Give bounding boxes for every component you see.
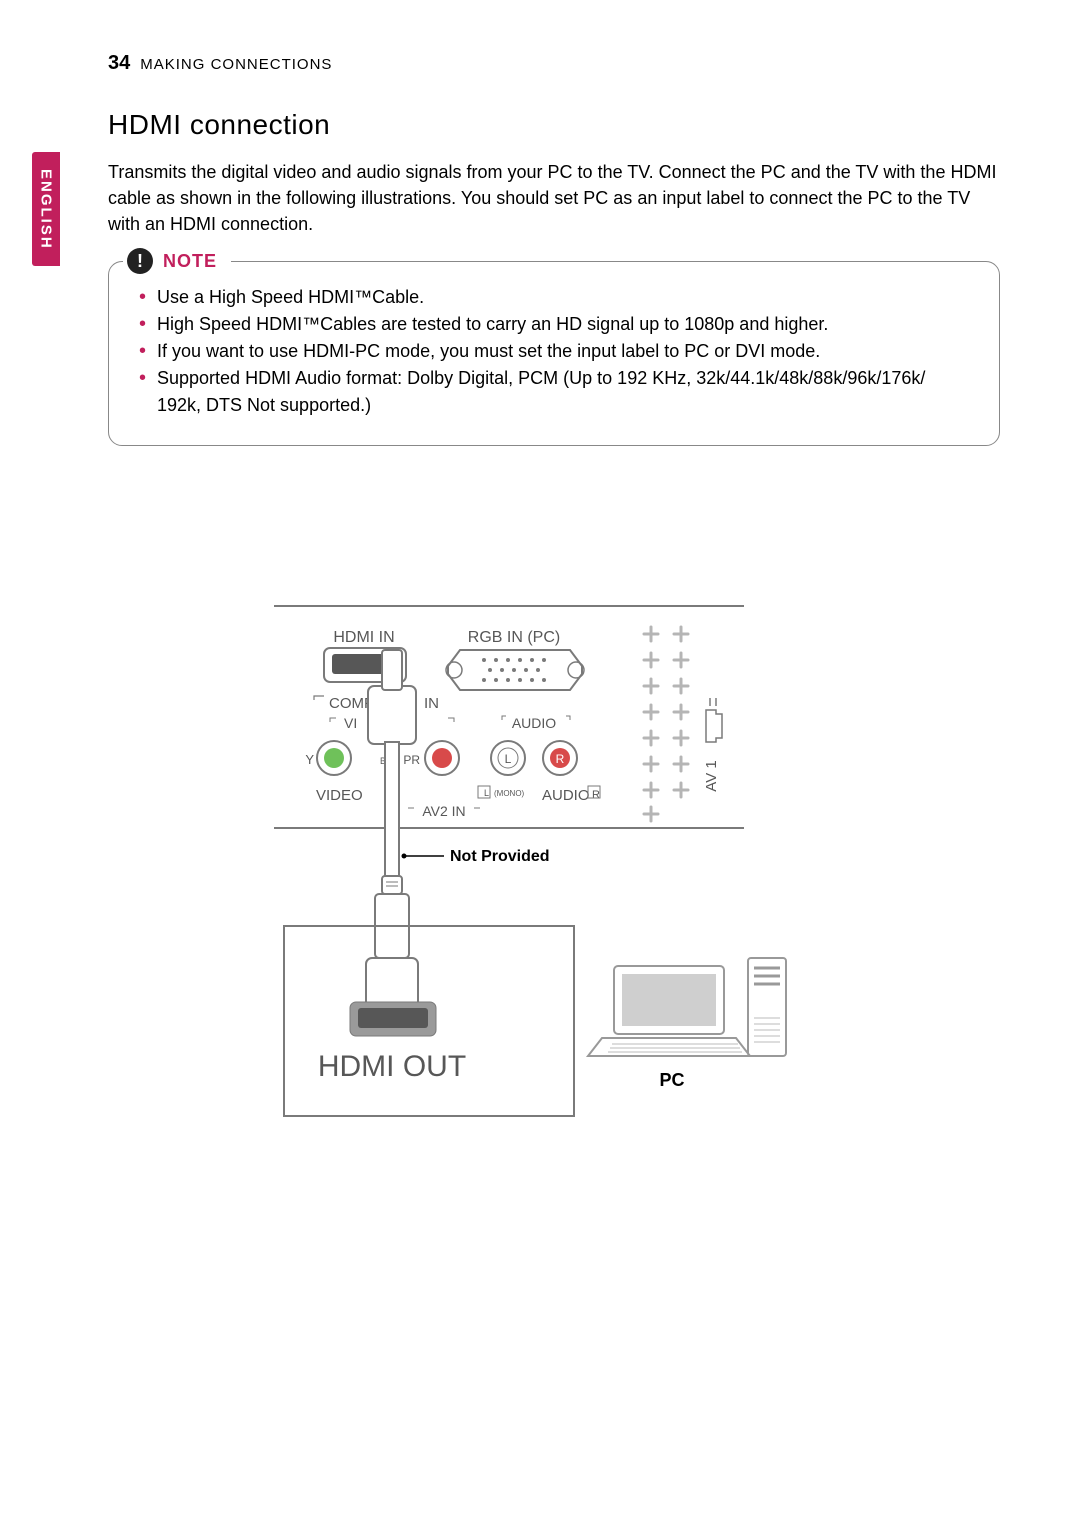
svg-text:AV2 IN: AV2 IN	[422, 803, 465, 819]
vent-grid-icon	[634, 622, 706, 822]
note-item: High Speed HDMI™Cables are tested to car…	[139, 311, 969, 338]
svg-text:IN: IN	[424, 695, 439, 712]
svg-text:VIDEO: VIDEO	[316, 787, 363, 804]
svg-text:PR: PR	[403, 753, 420, 767]
section-name: MAKING CONNECTIONS	[140, 56, 332, 73]
page-title: HDMI connection	[108, 109, 1000, 141]
svg-text:VI: VI	[344, 715, 357, 731]
label-pc: PC	[659, 1070, 684, 1090]
note-item: Supported HDMI Audio format: Dolby Digit…	[139, 365, 969, 419]
svg-text:AV 1: AV 1	[703, 761, 720, 792]
scart-icon	[706, 698, 722, 742]
diagram-svg: HDMI IN RGB IN (PC) COM	[244, 586, 864, 1206]
laptop-icon	[588, 966, 750, 1056]
pc-tower-icon	[748, 958, 786, 1056]
svg-text:Y: Y	[305, 752, 314, 767]
label-not-provided: Not Provided	[450, 848, 550, 865]
main-content: HDMI connection Transmits the digital vi…	[108, 109, 1000, 1206]
label-rgb-in: RGB IN (PC)	[468, 629, 560, 646]
connection-diagram: HDMI IN RGB IN (PC) COM	[108, 586, 1000, 1206]
page-header: 34 MAKING CONNECTIONS	[108, 52, 1000, 75]
page-number: 34	[108, 52, 130, 75]
svg-text:R: R	[592, 789, 600, 801]
svg-text:L: L	[484, 788, 489, 798]
svg-text:(MONO): (MONO)	[494, 789, 525, 798]
note-header: ! NOTE	[123, 248, 231, 274]
note-box: ! NOTE Use a High Speed HDMI™Cable. High…	[108, 261, 1000, 446]
label-hdmi-in: HDMI IN	[333, 629, 394, 646]
svg-text:AUDIO: AUDIO	[542, 787, 590, 804]
note-item: If you want to use HDMI-PC mode, you mus…	[139, 338, 969, 365]
svg-text:R: R	[556, 752, 565, 766]
svg-text:AUDIO: AUDIO	[512, 715, 556, 731]
note-list: Use a High Speed HDMI™Cable. High Speed …	[139, 284, 969, 419]
vga-port-icon	[446, 650, 584, 690]
label-hdmi-out: HDMI OUT	[318, 1050, 466, 1083]
note-title: NOTE	[163, 251, 217, 272]
language-tab: ENGLISH	[32, 152, 60, 266]
body-text: Transmits the digital video and audio si…	[108, 159, 1000, 237]
note-item: Use a High Speed HDMI™Cable.	[139, 284, 969, 311]
svg-text:L: L	[505, 752, 512, 766]
info-icon: !	[127, 248, 153, 274]
page-content: 34 MAKING CONNECTIONS HDMI connection Tr…	[0, 0, 1080, 1266]
